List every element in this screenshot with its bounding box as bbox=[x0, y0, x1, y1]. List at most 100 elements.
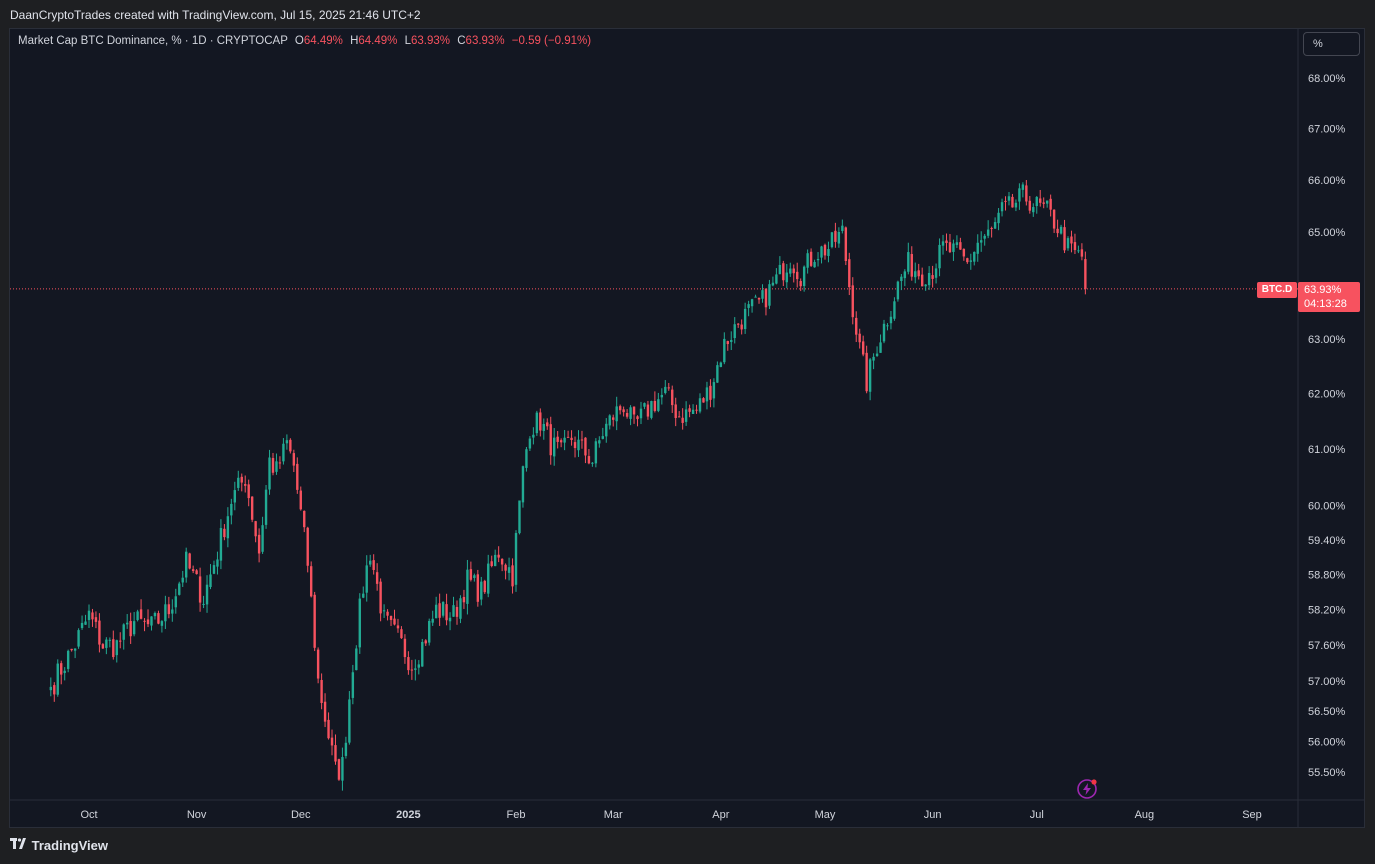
candle-body bbox=[605, 423, 608, 437]
candle-body bbox=[740, 324, 743, 330]
candle-body bbox=[903, 271, 907, 279]
tradingview-logo[interactable]: TradingView bbox=[10, 838, 108, 853]
candle-body bbox=[1042, 202, 1045, 204]
candle-body bbox=[157, 613, 160, 624]
candle-body bbox=[296, 463, 299, 490]
candle-body bbox=[677, 416, 681, 418]
candle-body bbox=[237, 477, 240, 488]
x-tick-label: May bbox=[815, 809, 836, 821]
candle-body bbox=[369, 560, 372, 565]
candle-body bbox=[976, 242, 979, 254]
y-tick-label: 56.50% bbox=[1308, 706, 1346, 718]
candle-body bbox=[920, 274, 924, 287]
candle-body bbox=[570, 437, 573, 440]
candle-body bbox=[525, 449, 528, 468]
candle-body bbox=[754, 296, 757, 298]
candle-body bbox=[816, 259, 820, 261]
candle-body bbox=[639, 408, 643, 419]
candle-body bbox=[473, 575, 476, 578]
candle-body bbox=[414, 668, 417, 670]
candle-body bbox=[351, 672, 355, 698]
candle-body bbox=[185, 551, 188, 578]
lightning-icon[interactable] bbox=[1076, 778, 1098, 800]
candle-body bbox=[802, 266, 806, 287]
candle-body bbox=[132, 621, 136, 635]
candle-body bbox=[372, 560, 375, 570]
candle-body bbox=[303, 510, 306, 528]
scale-percent-button[interactable]: % bbox=[1303, 32, 1360, 56]
candle-body bbox=[160, 621, 164, 626]
chart-area[interactable] bbox=[9, 28, 1365, 828]
candle-body bbox=[278, 462, 282, 464]
candle-body bbox=[139, 609, 143, 619]
candle-body bbox=[1035, 197, 1038, 207]
candle-body bbox=[493, 554, 497, 567]
candle-body bbox=[417, 664, 421, 668]
candle-body bbox=[344, 742, 348, 756]
candle-body bbox=[289, 439, 292, 452]
tradingview-logo-text: TradingView bbox=[31, 838, 108, 853]
x-tick-label: Apr bbox=[712, 809, 729, 821]
candle-body bbox=[122, 624, 125, 640]
candle-body bbox=[691, 409, 695, 415]
last-price-value: 63.93% bbox=[1304, 284, 1342, 296]
candle-body bbox=[424, 640, 427, 644]
x-tick-label: 2025 bbox=[396, 809, 420, 821]
candle-body bbox=[601, 436, 605, 439]
candle-body bbox=[730, 339, 733, 343]
symbol-title: Market Cap BTC Dominance, % · 1D · CRYPT… bbox=[18, 35, 288, 47]
candle-body bbox=[879, 342, 882, 353]
candle-body bbox=[49, 686, 53, 691]
x-tick-label: Oct bbox=[80, 809, 97, 821]
candle-body bbox=[629, 407, 632, 419]
candle-body bbox=[528, 438, 532, 449]
candle-body bbox=[532, 434, 535, 438]
candle-body bbox=[507, 567, 511, 573]
candle-body bbox=[400, 629, 403, 639]
candle-body bbox=[53, 685, 56, 695]
candle-body bbox=[1028, 200, 1032, 211]
candle-body bbox=[782, 263, 785, 281]
candle-body bbox=[948, 242, 952, 253]
candle-body bbox=[643, 403, 646, 407]
candle-body bbox=[736, 323, 740, 325]
candle-body bbox=[164, 604, 167, 622]
candle-body bbox=[688, 408, 691, 412]
candle-body bbox=[1056, 228, 1059, 234]
candle-body bbox=[650, 401, 653, 418]
candle-body bbox=[80, 622, 84, 628]
candle-body bbox=[653, 400, 657, 411]
x-tick-label: Feb bbox=[507, 809, 526, 821]
candle-body bbox=[556, 436, 559, 442]
candle-body bbox=[716, 365, 719, 383]
candle-body bbox=[1039, 198, 1042, 203]
candle-body bbox=[309, 566, 313, 597]
candle-body bbox=[167, 604, 171, 615]
candle-body bbox=[990, 228, 993, 230]
candle-body bbox=[292, 453, 296, 466]
candle-body bbox=[924, 284, 927, 287]
candle-body bbox=[868, 359, 872, 392]
candle-body bbox=[973, 251, 976, 262]
candle-body bbox=[257, 534, 261, 554]
candle-body bbox=[1049, 198, 1052, 210]
candle-body bbox=[566, 436, 570, 438]
candle-body bbox=[796, 271, 799, 280]
candle-body bbox=[459, 598, 462, 619]
candle-body bbox=[341, 757, 344, 781]
candle-body bbox=[726, 341, 729, 345]
candle-body bbox=[771, 282, 775, 286]
y-tick-label: 55.50% bbox=[1308, 767, 1346, 779]
candle-body bbox=[428, 620, 431, 643]
candle-body bbox=[612, 417, 615, 420]
attribution-text: DaanCryptoTrades created with TradingVie… bbox=[10, 8, 421, 22]
candle-body bbox=[403, 638, 407, 658]
candle-body bbox=[775, 274, 778, 284]
candle-body bbox=[66, 650, 70, 669]
x-tick-label: Nov bbox=[187, 809, 207, 821]
candle-body bbox=[480, 581, 483, 600]
symbol-price-tag: BTC.D bbox=[1257, 282, 1297, 298]
candle-body bbox=[181, 577, 184, 583]
candle-body bbox=[952, 243, 955, 252]
